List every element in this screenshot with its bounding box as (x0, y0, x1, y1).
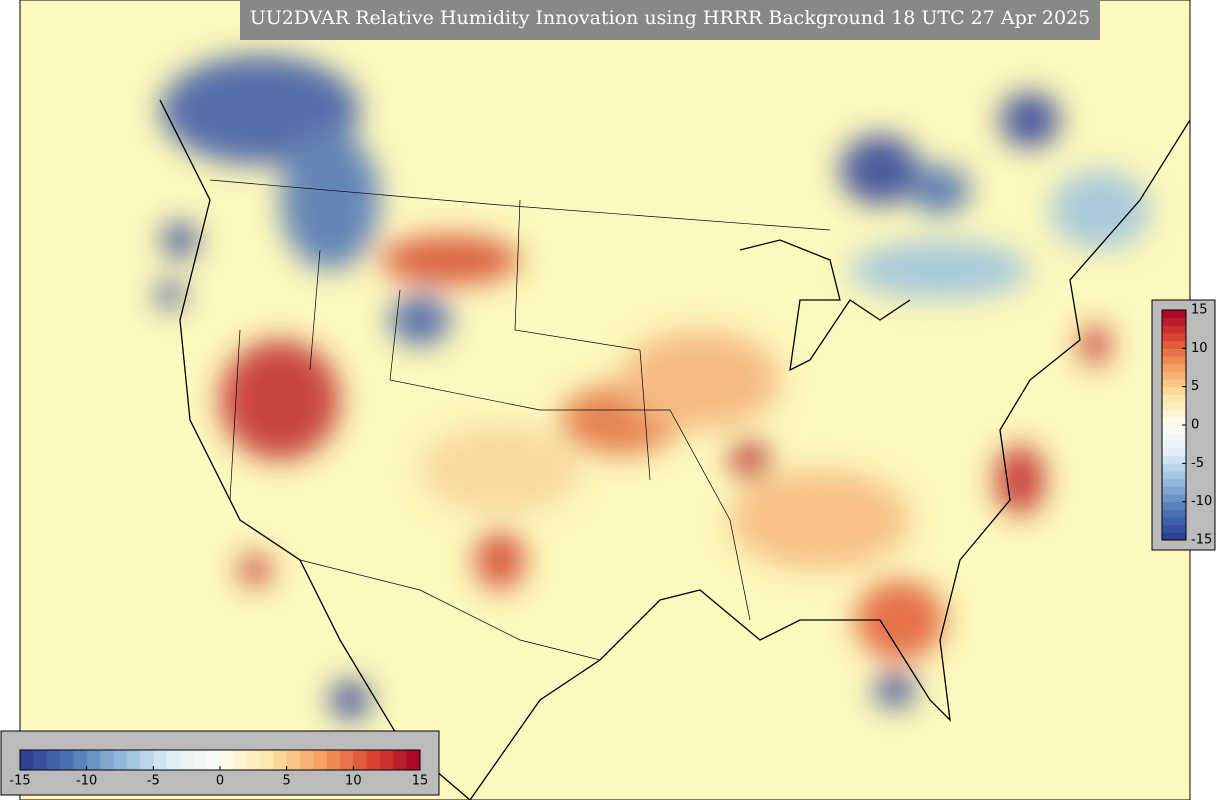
colorbar-segment (1162, 348, 1186, 357)
colorbar-segment (1162, 448, 1186, 457)
colorbar: 15 10 5 0 -5 -10 -15 (1161, 303, 1212, 548)
colorbar-segment (220, 750, 234, 770)
tick-label: 10 (345, 774, 362, 789)
colorbar-segment (313, 750, 328, 770)
colorbar-segment (380, 750, 394, 770)
colorbar-segment (1162, 532, 1186, 541)
colorbar-segment (1162, 501, 1186, 510)
colorbar-segment (366, 750, 381, 770)
tick-label: 5 (1191, 379, 1199, 394)
colorbar-segment (1162, 432, 1186, 441)
colorbar-segment (140, 750, 154, 770)
colorbar-segment (1162, 310, 1186, 319)
colorbar-segment (286, 750, 301, 770)
tick-label: -10 (1191, 494, 1212, 509)
colorbar-segment (1162, 379, 1186, 388)
colorbar-segment (260, 750, 274, 770)
colorbar-segment (86, 750, 101, 770)
colorbar-segment (300, 750, 314, 770)
coastline (159, 99, 1190, 800)
colorbar-segment (1162, 402, 1186, 411)
colorbar-segment (46, 750, 61, 770)
title: UU2DVAR Relative Humidity Innovation usi… (250, 7, 1091, 29)
colorbar-segment (1162, 471, 1186, 480)
tick-label: -10 (76, 774, 97, 789)
tick-label: 10 (1191, 341, 1208, 356)
colorbar-segment (1162, 425, 1186, 434)
title-box (240, 0, 1100, 40)
colorbar-segment (60, 750, 74, 770)
colorbar-segment (1162, 494, 1186, 503)
tick-label: -5 (1191, 456, 1204, 471)
tick-label: -15 (9, 774, 30, 789)
colorbar-segment (193, 750, 208, 770)
colorbar-segment (1162, 386, 1186, 395)
tick-label: 15 (1191, 303, 1208, 318)
colorbar-segment (1162, 325, 1186, 334)
tick-label: 0 (1191, 418, 1199, 433)
colorbar-segment (1162, 340, 1186, 349)
tick-label: -15 (1191, 533, 1212, 548)
colorbar-segment (353, 750, 368, 770)
colorbar-segment (1162, 417, 1186, 426)
map-field (20, 0, 1190, 800)
colorbar-segment (1162, 333, 1186, 342)
colorbar-segment (126, 750, 141, 770)
colorbar-segment (1162, 486, 1186, 495)
colorbar-segment (1162, 517, 1186, 526)
colorbar-segment (153, 750, 168, 770)
colorbar-segment (1162, 509, 1186, 518)
colorbar-segment (1162, 524, 1186, 533)
colorbar: -15 -10 -5 0 5 10 15 (9, 749, 429, 789)
colorbar-segment (1162, 455, 1186, 464)
colorbar-segment (393, 750, 408, 770)
colorbar-segment (180, 750, 194, 770)
colorbar-segment (206, 750, 221, 770)
colorbar-segment (1162, 317, 1186, 326)
colorbar-segment (326, 750, 341, 770)
colorbar-segment (1162, 371, 1186, 380)
tick-label: 5 (283, 774, 291, 789)
colorbar-segment (1162, 363, 1186, 372)
colorbar-segment (233, 750, 248, 770)
colorbar-segment (33, 750, 48, 770)
colorbar-segment (1162, 409, 1186, 418)
colorbar-segment (273, 750, 288, 770)
borders (209, 179, 831, 661)
tick-label: 15 (412, 774, 429, 789)
colorbar-segment (1162, 440, 1186, 449)
colorbar-segment (100, 750, 114, 770)
tick-label: 0 (216, 774, 224, 789)
colorbar-segment (246, 750, 261, 770)
colorbar-segment (406, 750, 421, 770)
colorbar-segment (1162, 463, 1186, 472)
colorbar-segment (1162, 478, 1186, 487)
colorbar-segment (113, 750, 128, 770)
colorbar-segment (1162, 394, 1186, 403)
tick-label: -5 (147, 774, 160, 789)
colorbar-segment (166, 750, 181, 770)
colorbar-segment (1162, 356, 1186, 365)
colorbar-segment (340, 750, 354, 770)
colorbar-segment (20, 750, 34, 770)
colorbar-segment (73, 750, 88, 770)
